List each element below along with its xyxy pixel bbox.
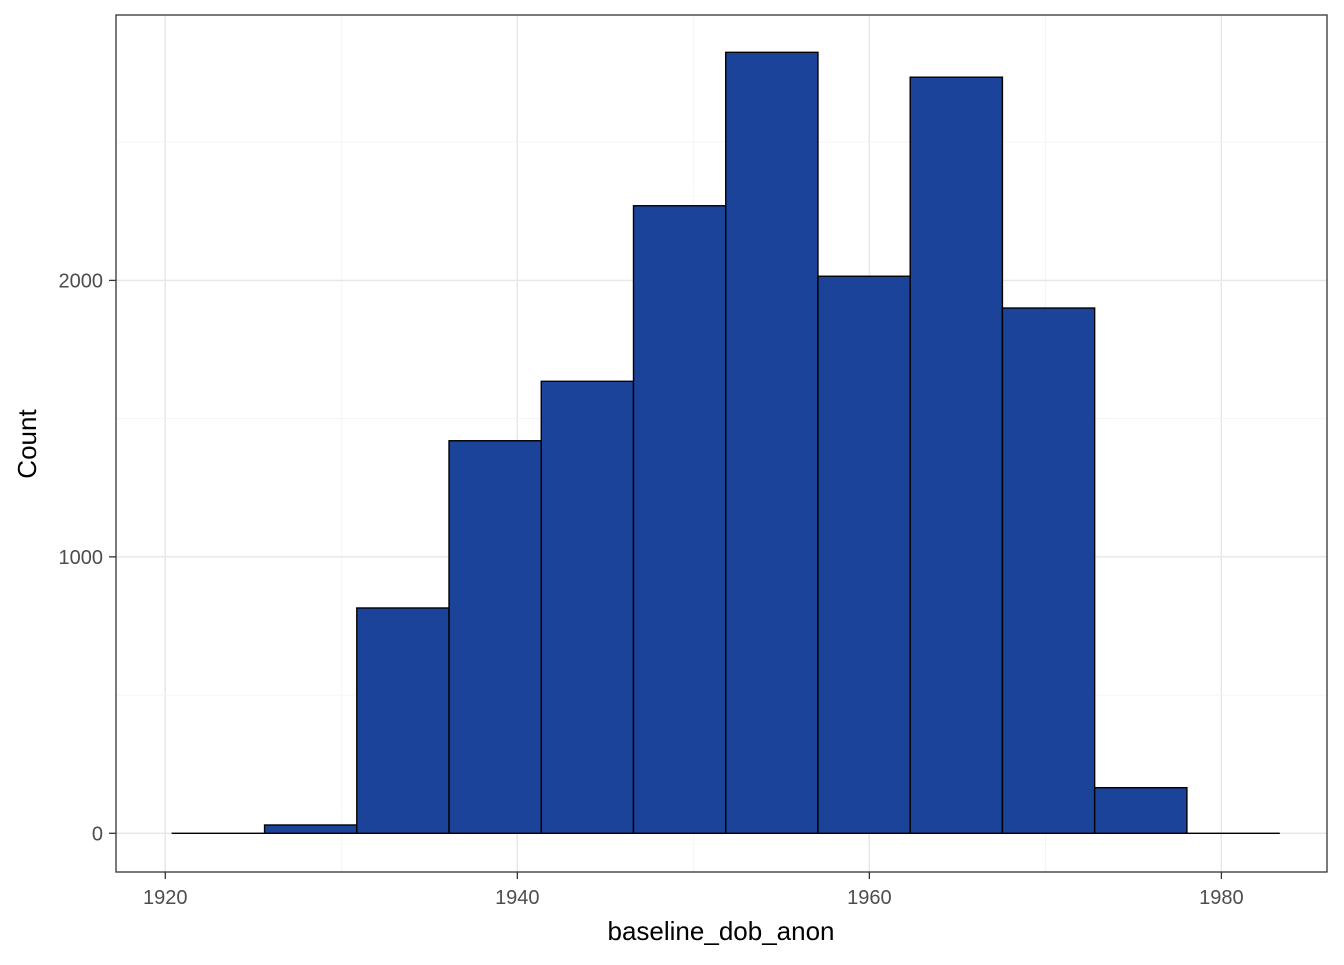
y-tick-label: 0 — [92, 823, 103, 845]
histogram-bar — [449, 441, 541, 834]
x-axis-label: baseline_dob_anon — [608, 916, 835, 946]
y-tick-label: 2000 — [59, 270, 104, 292]
x-axis-ticks: 1920 1940 1960 1980 — [143, 872, 1244, 909]
x-tick-label: 1920 — [143, 887, 188, 909]
histogram-bars — [172, 52, 1279, 833]
histogram-bar — [265, 825, 357, 833]
histogram-bar — [541, 381, 633, 833]
histogram-bar — [818, 276, 910, 833]
x-tick-label: 1960 — [847, 887, 892, 909]
y-axis-ticks: 0 1000 2000 — [59, 270, 117, 845]
histogram-bar — [910, 77, 1002, 833]
histogram-bar — [1002, 308, 1094, 833]
histogram-bar — [1095, 788, 1187, 834]
histogram-bar — [633, 206, 725, 834]
y-axis-label: Count — [12, 409, 42, 479]
histogram-bar — [357, 608, 449, 833]
y-tick-label: 1000 — [59, 547, 104, 569]
x-tick-label: 1980 — [1199, 887, 1244, 909]
histogram-bar — [726, 52, 818, 833]
x-tick-label: 1940 — [495, 887, 540, 909]
